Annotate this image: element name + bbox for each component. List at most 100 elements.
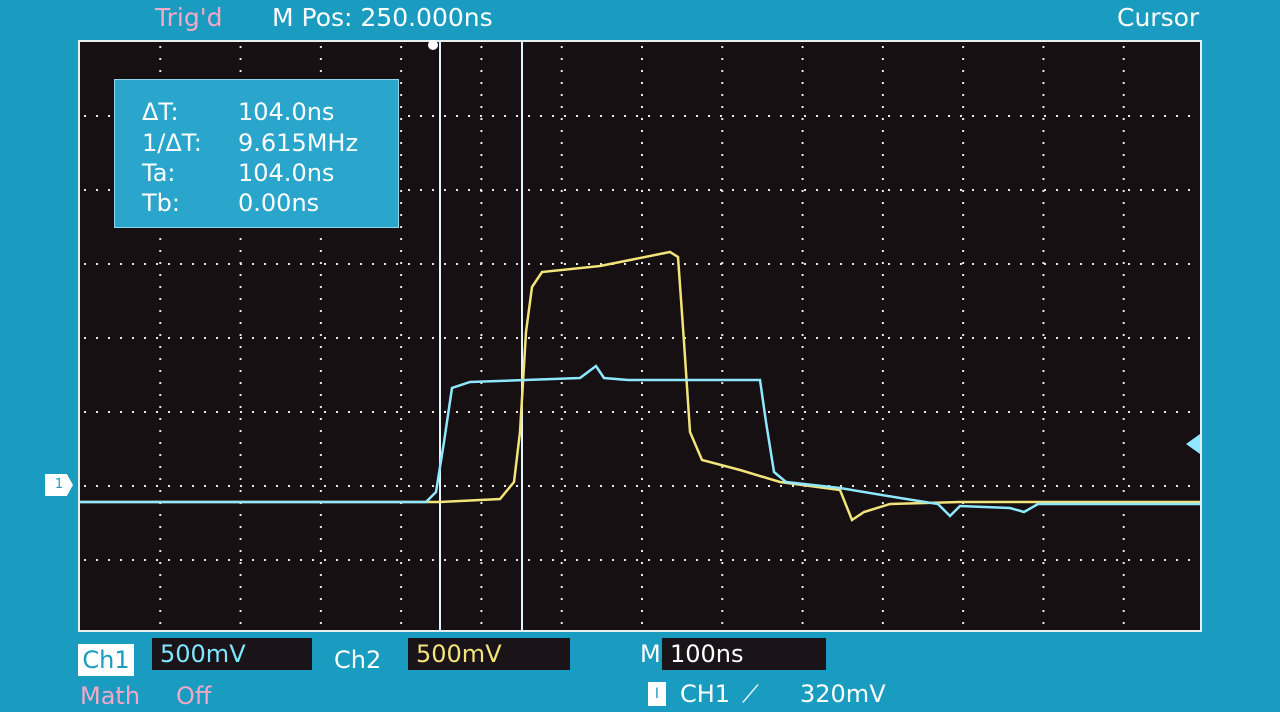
grid-dot: [962, 550, 965, 552]
ch1-ground-marker[interactable]: 1: [45, 474, 73, 496]
grid-dot: [721, 358, 724, 360]
grid-dot: [1092, 559, 1094, 561]
grid-dot: [1122, 514, 1125, 516]
grid-dot: [962, 130, 965, 132]
grid-dot: [560, 622, 563, 624]
grid-dot: [319, 418, 322, 420]
grid-dot: [876, 485, 878, 487]
grid-dot: [881, 370, 884, 372]
grid-dot: [696, 559, 698, 561]
grid-dot: [962, 562, 965, 564]
grid-dot: [384, 337, 386, 339]
grid-dot: [828, 263, 830, 265]
grid-dot: [319, 406, 322, 408]
grid-dot: [360, 263, 362, 265]
grid-dot: [1122, 58, 1125, 60]
trigger-position-icon[interactable]: [426, 38, 440, 52]
grid-dot: [881, 502, 884, 504]
grid-dot: [480, 610, 483, 612]
grid-dot: [400, 490, 403, 492]
grid-dot: [396, 337, 398, 339]
grid-dot: [962, 346, 965, 348]
grid-dot: [1042, 406, 1045, 408]
grid-dot: [960, 263, 962, 265]
grid-dot: [881, 226, 884, 228]
grid-dot: [159, 550, 162, 552]
grid-dot: [962, 622, 965, 624]
cursor-menu-button[interactable]: Cursor: [1117, 3, 1200, 32]
grid-dot: [432, 337, 434, 339]
grid-dot: [876, 337, 878, 339]
grid-dot: [641, 82, 643, 84]
grid-dot: [721, 262, 724, 264]
grid-dot: [1020, 337, 1022, 339]
grid-dot: [400, 430, 403, 432]
grid-dot: [336, 559, 338, 561]
grid-dot: [924, 559, 926, 561]
grid-dot: [456, 337, 458, 339]
grid-dot: [756, 411, 758, 413]
grid-dot: [881, 82, 884, 84]
grid-dot: [360, 485, 362, 487]
grid-dot: [240, 337, 242, 339]
grid-dot: [1042, 274, 1045, 276]
grid-dot: [400, 478, 403, 480]
grid-dot: [400, 562, 403, 564]
grid-dot: [1020, 263, 1022, 265]
grid-dot: [560, 214, 563, 216]
grid-dot: [900, 115, 902, 117]
graticule: [84, 46, 1190, 624]
grid-dot: [560, 226, 563, 228]
grid-dot: [801, 274, 804, 276]
grid-dot: [480, 82, 483, 84]
grid-dot: [159, 346, 162, 348]
grid-dot: [1122, 322, 1125, 324]
grid-dot: [641, 298, 643, 300]
grid-dot: [319, 70, 322, 72]
grid-dot: [400, 190, 403, 192]
grid-dot: [792, 559, 794, 561]
grid-dot: [1008, 263, 1010, 265]
grid-dot: [852, 411, 854, 413]
grid-dot: [672, 189, 674, 191]
grid-dot: [962, 46, 965, 48]
grid-dot: [420, 337, 422, 339]
trigger-level-arrow-icon[interactable]: [1186, 434, 1200, 454]
grid-dot: [801, 454, 804, 456]
grid-dot: [528, 485, 530, 487]
grid-dot: [721, 550, 724, 552]
grid-dot: [864, 559, 866, 561]
grid-dot: [744, 337, 746, 339]
math-label[interactable]: Math: [80, 682, 141, 710]
grid-dot: [721, 82, 724, 84]
grid-dot: [936, 411, 938, 413]
grid-dot: [996, 337, 998, 339]
grid-dot: [400, 310, 403, 312]
grid-dot: [400, 394, 403, 396]
grid-dot: [480, 490, 483, 492]
grid-dot: [1152, 189, 1154, 191]
grid-dot: [732, 263, 734, 265]
grid-dot: [480, 250, 483, 252]
grid-dot: [660, 411, 662, 413]
readout-delta-t: ΔT: 104.0ns: [115, 98, 400, 128]
grid-dot: [516, 559, 518, 561]
grid-dot: [1122, 226, 1125, 228]
grid-dot: [108, 411, 110, 413]
grid-dot: [560, 490, 563, 492]
grid-dot: [239, 46, 242, 48]
ch1-label[interactable]: Ch1: [78, 644, 134, 676]
ch2-label[interactable]: Ch2: [334, 646, 382, 674]
grid-dot: [132, 559, 134, 561]
grid-dot: [1056, 337, 1058, 339]
grid-dot: [801, 322, 804, 324]
grid-dot: [768, 337, 770, 339]
grid-dot: [319, 286, 322, 288]
grid-dot: [540, 337, 542, 339]
grid-dot: [1176, 115, 1178, 117]
grid-dot: [612, 485, 614, 487]
grid-dot: [480, 526, 483, 528]
grid-dot: [881, 514, 884, 516]
grid-dot: [560, 46, 563, 48]
grid-dot: [400, 82, 403, 84]
